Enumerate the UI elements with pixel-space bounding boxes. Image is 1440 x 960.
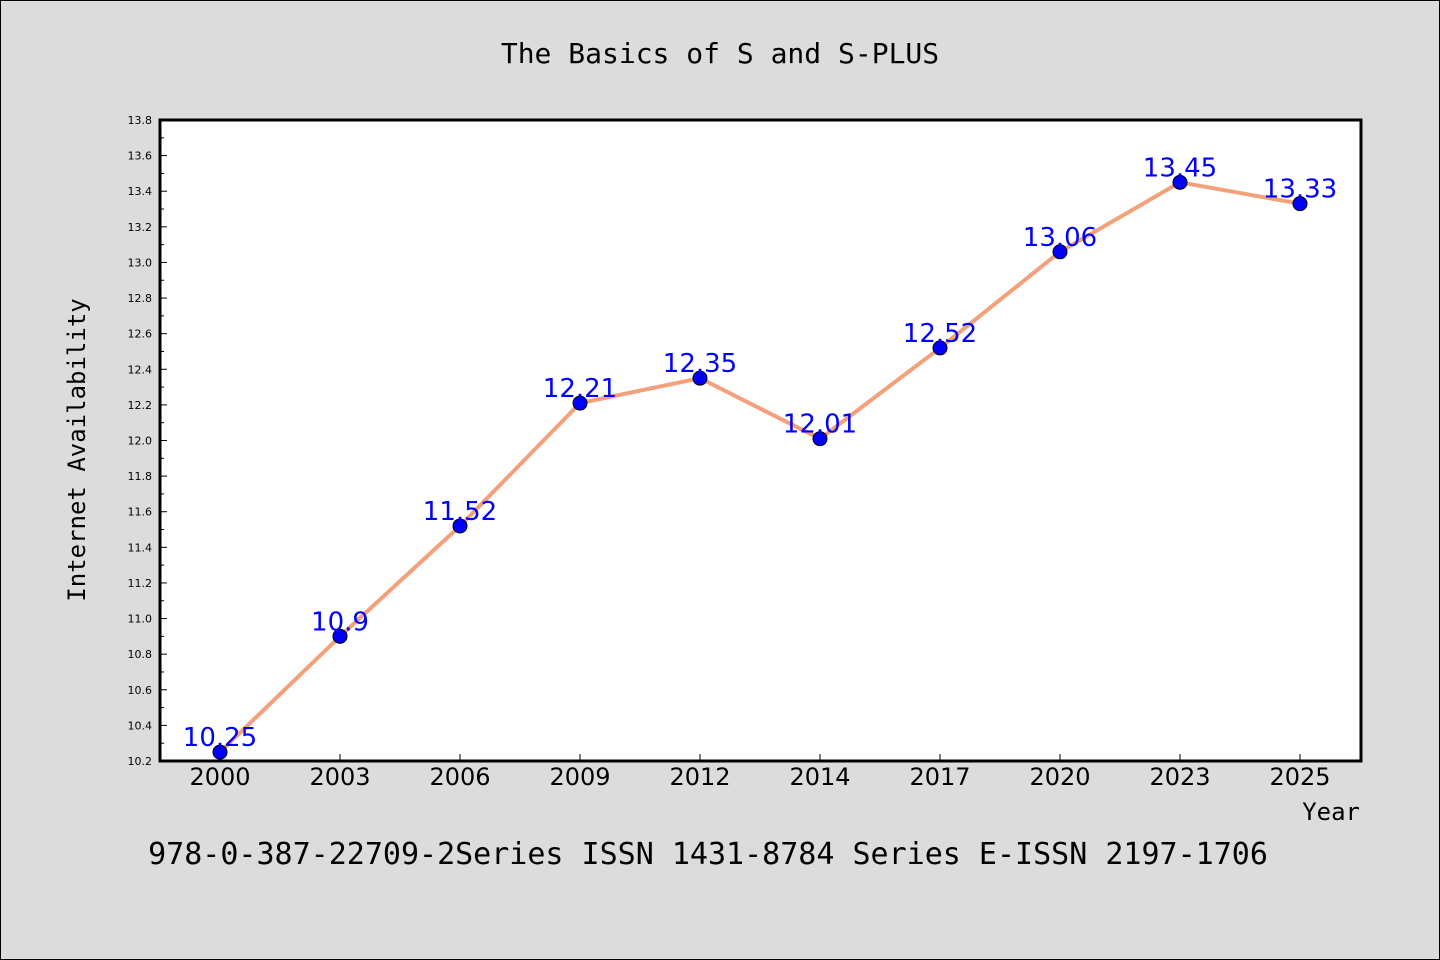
y-axis: 10.2 10.4 10.6 10.8 11.0 11.2 11.4 11.6 11.8 12.0…	[128, 114, 167, 768]
y-tick-label: 12.0	[128, 435, 153, 448]
data-point	[212, 744, 228, 760]
data-label: 13.06	[1023, 223, 1097, 253]
x-tick-label: 2009	[549, 763, 610, 791]
y-tick-label: 13.8	[128, 114, 153, 127]
y-tick-label: 11.4	[128, 541, 153, 554]
y-tick-label: 11.2	[128, 577, 153, 590]
series-line	[218, 180, 1302, 755]
y-tick-label: 12.6	[128, 328, 153, 341]
data-point	[932, 340, 948, 356]
x-tick-label: 2003	[309, 763, 370, 791]
x-axis: 2000 2003 2006 2009 2012 2014 2017 2020 2023 2025	[189, 754, 1331, 791]
y-tick-label: 13.2	[128, 221, 153, 234]
x-tick-label: 2014	[789, 763, 850, 791]
data-label: 12.52	[903, 319, 977, 349]
data-point	[332, 628, 348, 644]
y-tick-label: 12.8	[128, 292, 153, 305]
data-label: 12.35	[663, 349, 737, 379]
y-tick-label: 13.4	[128, 185, 153, 198]
x-tick-label: 2025	[1269, 763, 1330, 791]
chart-title: The Basics of S and S-PLUS	[501, 37, 939, 70]
data-label: 10.25	[183, 723, 257, 753]
series-group	[212, 174, 1308, 760]
y-tick-label: 10.8	[128, 648, 153, 661]
data-point	[812, 431, 828, 447]
data-labels: 10.25 10.9 11.52 12.21 12.35 12.01 12.52 13.06 1…	[183, 153, 1337, 753]
chart-subtitle: 978-0-387-22709-2Series ISSN 1431-8784 S…	[148, 837, 1268, 872]
data-label: 10.9	[311, 607, 369, 637]
y-tick-label: 10.4	[128, 719, 153, 732]
y-tick-label: 11.0	[128, 613, 153, 626]
y-tick-label: 12.4	[128, 363, 153, 376]
y-tick-label: 13.6	[128, 150, 153, 163]
y-tick-label: 10.6	[128, 684, 153, 697]
y-tick-label: 11.8	[128, 470, 153, 483]
x-tick-label: 2017	[909, 763, 970, 791]
x-tick-label: 2023	[1149, 763, 1210, 791]
plot-area	[158, 118, 1363, 763]
x-tick-label: 2006	[429, 763, 490, 791]
data-label: 12.21	[543, 374, 617, 404]
y-axis-label: Internet Availability	[63, 298, 91, 601]
x-tick-label: 2020	[1029, 763, 1090, 791]
x-tick-label: 2012	[669, 763, 730, 791]
data-point	[452, 518, 468, 534]
data-point	[1172, 174, 1188, 190]
y-tick-label: 10.2	[128, 755, 153, 768]
x-tick-label: 2000	[189, 763, 250, 791]
y-tick-label: 11.6	[128, 506, 153, 519]
y-tick-label: 12.2	[128, 399, 153, 412]
data-label: 12.01	[783, 410, 857, 440]
data-point	[1292, 196, 1308, 212]
x-axis-label: Year	[1302, 798, 1360, 826]
data-point	[572, 395, 588, 411]
data-point	[1052, 244, 1068, 260]
data-label: 11.52	[423, 497, 497, 527]
data-label: 13.33	[1263, 175, 1337, 205]
y-tick-label: 13.0	[128, 256, 153, 269]
data-point	[692, 370, 708, 386]
data-label: 13.45	[1143, 153, 1217, 183]
